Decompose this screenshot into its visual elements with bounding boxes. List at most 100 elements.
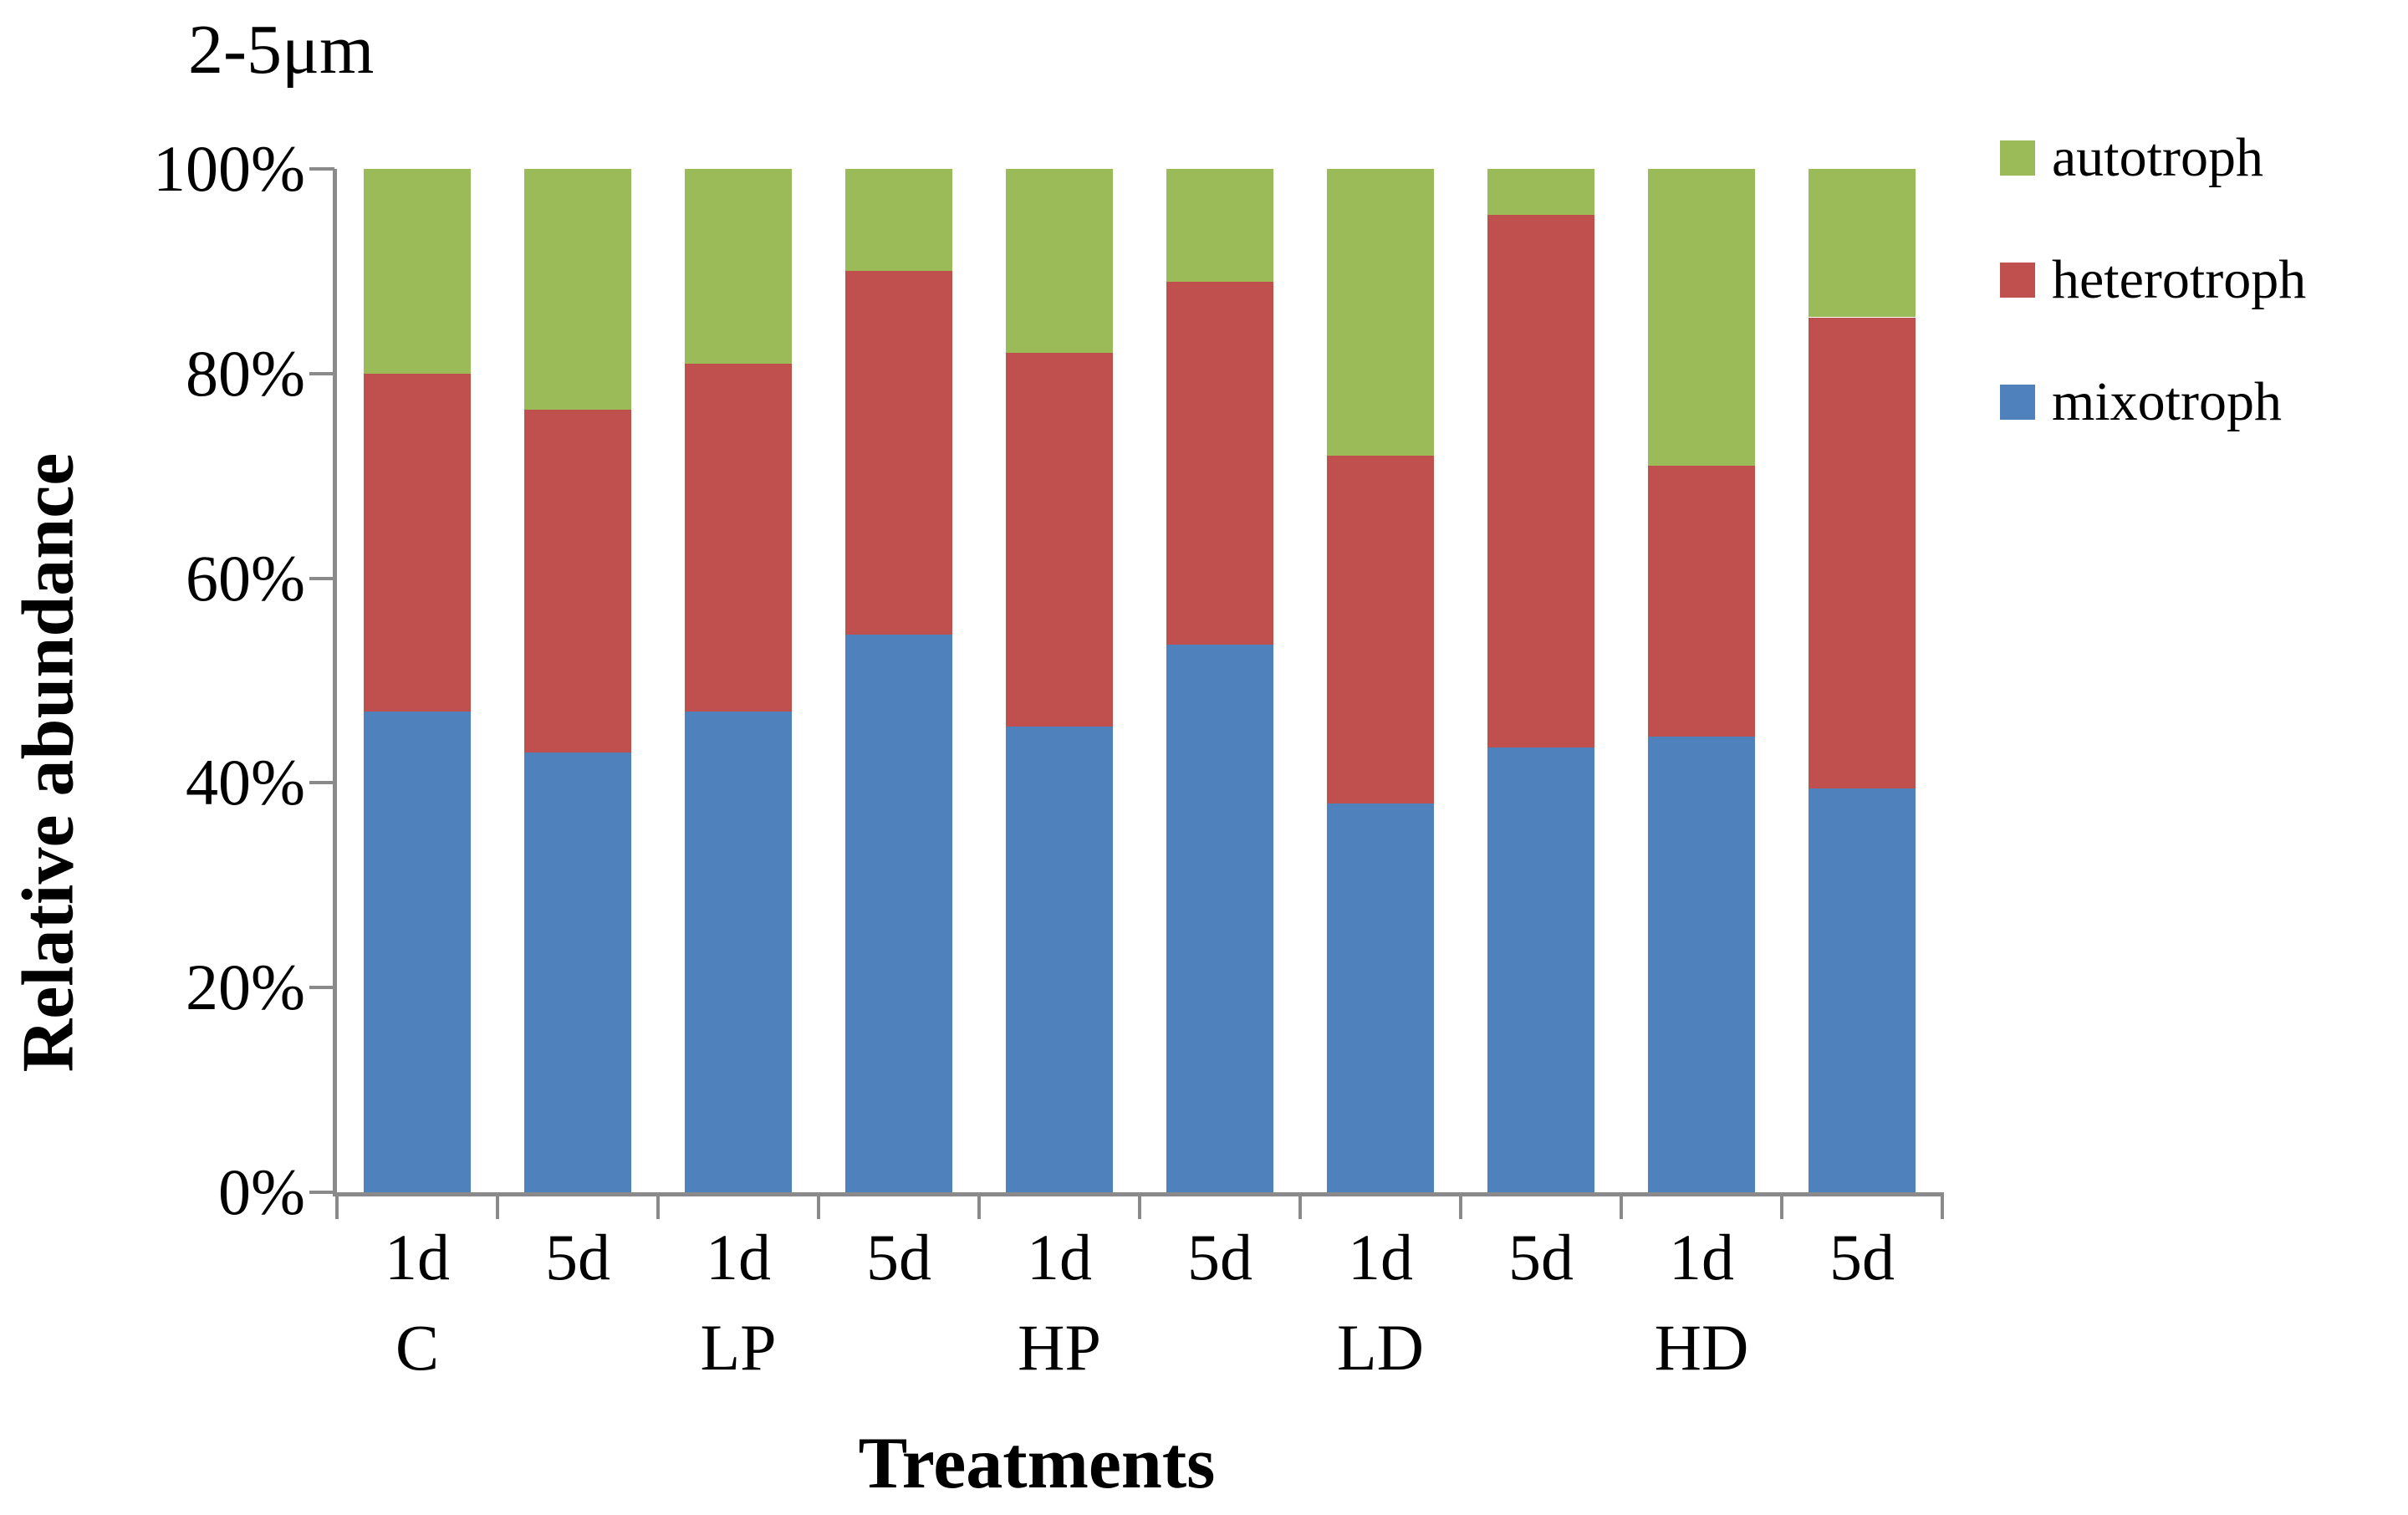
y-tick-label: 60% xyxy=(186,541,305,615)
bar-5d xyxy=(845,169,952,1192)
x-axis-tick xyxy=(1780,1192,1783,1219)
bar-slot xyxy=(1461,169,1621,1192)
y-axis-tick xyxy=(309,167,334,171)
bar-1d-HP xyxy=(1006,169,1113,1192)
x-axis-tick xyxy=(1941,1192,1944,1219)
legend-item-mixotroph: mixotroph xyxy=(2000,375,2306,430)
bar-segment-heterotroph xyxy=(1166,281,1273,645)
y-axis-tick xyxy=(309,371,334,375)
bar-1d-C xyxy=(364,169,471,1192)
x-category-label: 5d xyxy=(866,1221,931,1293)
x-category-label: 1d xyxy=(385,1221,450,1293)
bar-5d xyxy=(1809,169,1916,1192)
y-tick-label: 40% xyxy=(186,746,305,819)
bar-segment-mixotroph xyxy=(1487,747,1594,1192)
bar-slot xyxy=(1621,169,1782,1192)
y-axis-tick xyxy=(309,1191,334,1194)
bar-5d xyxy=(1166,169,1273,1192)
legend-swatch-heterotroph xyxy=(2000,263,2035,298)
bar-segment-heterotroph xyxy=(1648,465,1755,737)
bar-segment-autotroph xyxy=(1487,169,1594,216)
bar-5d xyxy=(1487,169,1594,1192)
x-axis-tick xyxy=(1620,1192,1623,1219)
x-group-label-LD: LD xyxy=(1337,1311,1424,1384)
x-category-label: 5d xyxy=(1508,1221,1574,1293)
bar-5d xyxy=(524,169,631,1192)
bar-segment-mixotroph xyxy=(1006,727,1113,1192)
y-axis-tick xyxy=(309,781,334,785)
x-axis-tick xyxy=(656,1192,660,1219)
bar-1d-LD xyxy=(1327,169,1434,1192)
plot-area: 100% 80% 60% 40% 20% 0% 1d C 5d 1d LP 5d 1d HP 5d 1d LD 5… xyxy=(153,136,1944,1384)
bar-slot xyxy=(819,169,979,1192)
bar-segment-autotroph xyxy=(1006,169,1113,354)
bar-segment-mixotroph xyxy=(1166,645,1273,1192)
bar-segment-autotroph xyxy=(845,169,952,272)
bar-segment-autotroph xyxy=(1809,169,1916,318)
legend-item-heterotroph: heterotroph xyxy=(2000,252,2306,308)
x-group-label-HD: HD xyxy=(1654,1311,1749,1384)
x-category-label: 1d xyxy=(706,1221,771,1293)
y-tick-label: 20% xyxy=(186,951,305,1024)
x-category-label: 5d xyxy=(1829,1221,1895,1293)
bar-segment-mixotroph xyxy=(524,752,631,1192)
bar-slot xyxy=(497,169,658,1192)
legend-swatch-mixotroph xyxy=(2000,385,2035,420)
x-axis-tick xyxy=(335,1192,339,1219)
bar-segment-autotroph xyxy=(524,169,631,410)
bar-segment-autotroph xyxy=(685,169,792,364)
x-axis-tick xyxy=(977,1192,981,1219)
bar-slot xyxy=(979,169,1140,1192)
bar-segment-autotroph xyxy=(364,169,471,374)
y-tick-label: 100% xyxy=(153,132,305,205)
bar-slot xyxy=(337,169,497,1192)
bar-segment-heterotroph xyxy=(685,363,792,712)
x-category-label: 5d xyxy=(545,1221,610,1293)
x-category-label: 5d xyxy=(1187,1221,1252,1293)
legend-label: mixotroph xyxy=(2052,371,2282,432)
y-axis-title: Relative abundance xyxy=(8,452,89,1073)
bar-segment-heterotroph xyxy=(1327,455,1434,803)
x-axis-title: Treatments xyxy=(858,1423,1216,1504)
x-category-label: 1d xyxy=(1027,1221,1092,1293)
x-category-label: 1d xyxy=(1669,1221,1734,1293)
chart-title: 2-5μm xyxy=(188,11,375,89)
bar-segment-mixotroph xyxy=(1327,803,1434,1192)
y-axis-tick xyxy=(309,986,334,990)
x-axis-tick xyxy=(496,1192,499,1219)
legend-item-autotroph: autotroph xyxy=(2000,130,2306,186)
bar-segment-autotroph xyxy=(1327,169,1434,456)
bar-slot xyxy=(1782,169,1942,1192)
bar-slot xyxy=(1140,169,1300,1192)
bar-segment-heterotroph xyxy=(364,373,471,712)
bar-segment-heterotroph xyxy=(1809,317,1916,788)
x-group-label-HP: HP xyxy=(1018,1311,1101,1384)
bar-segment-mixotroph xyxy=(685,711,792,1192)
x-axis-tick xyxy=(817,1192,820,1219)
bar-segment-mixotroph xyxy=(1648,737,1755,1192)
bar-segment-heterotroph xyxy=(524,409,631,752)
bar-segment-heterotroph xyxy=(1006,353,1113,727)
bar-segment-heterotroph xyxy=(1487,215,1594,747)
bar-segment-mixotroph xyxy=(845,634,952,1192)
x-category-label: 1d xyxy=(1348,1221,1413,1293)
bar-segment-mixotroph xyxy=(364,711,471,1192)
bar-segment-heterotroph xyxy=(845,271,952,635)
x-axis-tick xyxy=(1459,1192,1462,1219)
x-group-label-C: C xyxy=(395,1311,440,1384)
x-group-label-LP: LP xyxy=(700,1311,777,1384)
bar-1d-LP xyxy=(685,169,792,1192)
y-axis-tick xyxy=(309,576,334,580)
bar-segment-autotroph xyxy=(1166,169,1273,282)
bar-segment-mixotroph xyxy=(1809,788,1916,1192)
bar-slot xyxy=(1300,169,1461,1192)
y-tick-label: 0% xyxy=(218,1155,305,1228)
y-tick-label: 80% xyxy=(186,336,305,410)
legend: autotroph heterotroph mixotroph xyxy=(2000,130,2306,497)
legend-label: autotroph xyxy=(2052,127,2263,188)
x-axis-tick xyxy=(1298,1192,1302,1219)
bar-segment-autotroph xyxy=(1648,169,1755,466)
legend-swatch-autotroph xyxy=(2000,140,2035,176)
bar-slot xyxy=(658,169,819,1192)
